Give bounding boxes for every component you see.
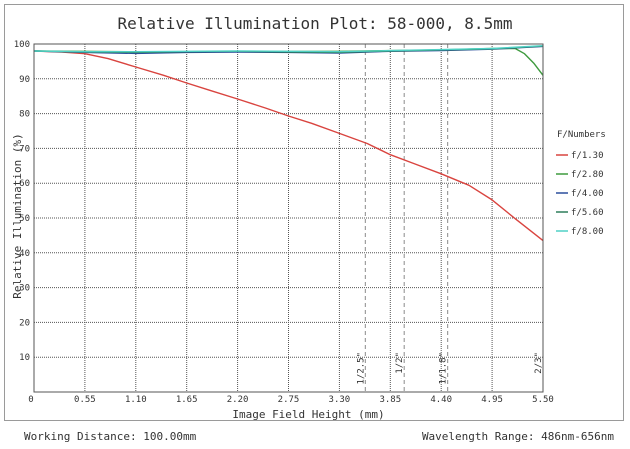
- x-tick-label: 0: [28, 395, 33, 405]
- series-line-f800: [33, 45, 544, 53]
- x-tick-label: 3.85: [379, 395, 401, 405]
- plot-frame: [4, 4, 624, 421]
- x-tick-label: 1.65: [176, 395, 198, 405]
- sensor-marker-label: 1/2": [395, 352, 405, 374]
- x-tick-label: 3.30: [329, 395, 351, 405]
- x-tick-label: 5.50: [532, 395, 554, 405]
- y-tick-label: 90: [19, 75, 30, 85]
- axis-layer: 0 0.55 1.10 1.65 2.20 2.75 3.30 3.85 4.40 4.95 5.5…: [11, 40, 554, 421]
- sensor-marker-label: 1/2.5": [356, 352, 366, 385]
- y-tick-label: 40: [19, 249, 30, 259]
- y-tick-label: 70: [19, 144, 30, 154]
- y-tick-label: 30: [19, 284, 30, 294]
- x-tick-label: 2.75: [278, 395, 300, 405]
- grid-layer: [34, 44, 543, 392]
- legend-entry: f/1.30: [571, 151, 604, 161]
- x-axis-label: Image Field Height (mm): [232, 408, 384, 421]
- sensor-marker-label: 2/3": [534, 352, 544, 374]
- legend-title: F/Numbers: [557, 130, 606, 140]
- wavelength-range-label: Wavelength Range: 486nm-656nm: [421, 430, 614, 443]
- y-tick-label: 80: [19, 110, 30, 120]
- y-tick-label: 100: [14, 40, 30, 50]
- series-line-f130: [33, 50, 544, 242]
- legend-entry: f/2.80: [571, 170, 604, 180]
- x-tick-label: 1.10: [125, 395, 147, 405]
- y-tick-label: 20: [19, 318, 30, 328]
- legend-entry: f/5.60: [571, 208, 604, 218]
- x-tick-label: 4.95: [481, 395, 503, 405]
- x-tick-label: 2.20: [227, 395, 249, 405]
- legend-entry: f/4.00: [571, 189, 604, 199]
- legend: F/Numbers f/1.30 f/2.80 f/4.00 f/5.60 f/8.00: [556, 130, 606, 237]
- x-tick-label: 4.40: [430, 395, 452, 405]
- y-tick-label: 10: [19, 353, 30, 363]
- sensor-marker-label: 1/1.8": [439, 352, 449, 385]
- x-tick-label: 0.55: [74, 395, 96, 405]
- chart-title: Relative Illumination Plot: 58-000, 8.5m…: [117, 14, 513, 33]
- y-tick-label: 60: [19, 179, 30, 189]
- series-layer: [33, 45, 544, 242]
- plot-area-border: [33, 43, 544, 393]
- working-distance-label: Working Distance: 100.00mm: [24, 430, 197, 443]
- legend-entry: f/8.00: [571, 227, 604, 237]
- y-axis-label: Relative Illumination (%): [11, 133, 24, 299]
- y-tick-label: 50: [19, 214, 30, 224]
